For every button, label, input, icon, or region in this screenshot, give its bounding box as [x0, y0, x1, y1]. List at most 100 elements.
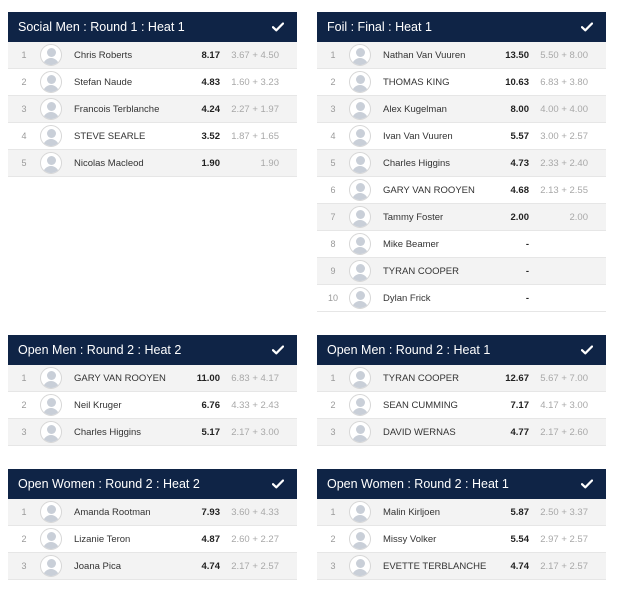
avatar-icon: [349, 501, 371, 523]
rank-number: 4: [21, 131, 27, 141]
wave-scores: 6.83 + 4.17: [231, 372, 279, 384]
result-row[interactable]: 6 GARY VAN ROOYEN 4.68 2.13 + 2.55: [317, 177, 606, 204]
athlete-name: EVETTE TERBLANCHE: [383, 560, 487, 572]
avatar-icon: [349, 367, 371, 389]
result-row[interactable]: 4 STEVE SEARLE 3.52 1.87 + 1.65: [8, 123, 297, 150]
rank-number: 3: [330, 561, 336, 571]
result-row[interactable]: 5 Charles Higgins 4.73 2.33 + 2.40: [317, 150, 606, 177]
avatar-icon: [40, 125, 62, 147]
result-row[interactable]: 1 TYRAN COOPER 12.67 5.67 + 7.00: [317, 365, 606, 392]
rank-number: 4: [330, 131, 336, 141]
athlete-name: Ivan Van Vuuren: [383, 130, 453, 142]
result-row[interactable]: 3 Alex Kugelman 8.00 4.00 + 4.00: [317, 96, 606, 123]
result-row[interactable]: 2 Neil Kruger 6.76 4.33 + 2.43: [8, 392, 297, 419]
total-score: 5.57: [510, 130, 530, 142]
athlete-name: DAVID WERNAS: [383, 426, 456, 438]
wave-scores: 2.50 + 3.37: [540, 506, 588, 518]
rank-number: 3: [330, 104, 336, 114]
heat-panel-header[interactable]: Social Men : Round 1 : Heat 1: [8, 12, 297, 42]
heat-title: Open Men : Round 2 : Heat 1: [327, 343, 491, 357]
avatar-icon: [349, 421, 371, 443]
result-row[interactable]: 2 Lizanie Teron 4.87 2.60 + 2.27: [8, 526, 297, 553]
check-icon: [271, 20, 285, 34]
total-score: 7.17: [510, 399, 530, 411]
rank-number: 1: [21, 373, 27, 383]
result-row[interactable]: 3 Joana Pica 4.74 2.17 + 2.57: [8, 553, 297, 580]
heat-panel: Open Men : Round 2 : Heat 2 1 GARY VAN ROO…: [8, 335, 297, 446]
rank-number: 1: [330, 507, 336, 517]
result-row[interactable]: 1 GARY VAN ROOYEN 11.00 6.83 + 4.17: [8, 365, 297, 392]
total-score: 6.76: [201, 399, 221, 411]
wave-scores: 1.87 + 1.65: [231, 130, 279, 142]
check-icon: [580, 20, 594, 34]
result-row[interactable]: 9 TYRAN COOPER -: [317, 258, 606, 285]
heat-panel-header[interactable]: Open Men : Round 2 : Heat 1: [317, 335, 606, 365]
avatar-icon: [349, 125, 371, 147]
result-row[interactable]: 3 EVETTE TERBLANCHE 4.74 2.17 + 2.57: [317, 553, 606, 580]
heat-panel-header[interactable]: Open Men : Round 2 : Heat 2: [8, 335, 297, 365]
result-row[interactable]: 1 Amanda Rootman 7.93 3.60 + 4.33: [8, 499, 297, 526]
rank-number: 2: [21, 400, 27, 410]
heat-panel: Open Women : Round 2 : Heat 1 1 Malin Kirl…: [317, 469, 606, 580]
result-row[interactable]: 2 THOMAS KING 10.63 6.83 + 3.80: [317, 69, 606, 96]
avatar-icon: [349, 44, 371, 66]
athlete-name: Joana Pica: [74, 560, 122, 572]
total-score: 2.00: [510, 211, 530, 223]
athlete-name: TYRAN COOPER: [383, 372, 460, 384]
total-score: 4.73: [510, 157, 530, 169]
result-row[interactable]: 1 Nathan Van Vuuren 13.50 5.50 + 8.00: [317, 42, 606, 69]
athlete-name: Nathan Van Vuuren: [383, 49, 466, 61]
avatar-icon: [349, 555, 371, 577]
heat-panel: Open Women : Round 2 : Heat 2 1 Amanda Roo…: [8, 469, 297, 580]
athlete-name: GARY VAN ROOYEN: [74, 372, 166, 384]
result-row[interactable]: 7 Tammy Foster 2.00 2.00: [317, 204, 606, 231]
result-row[interactable]: 4 Ivan Van Vuuren 5.57 3.00 + 2.57: [317, 123, 606, 150]
athlete-name: Charles Higgins: [383, 157, 451, 169]
total-score: 4.83: [201, 76, 221, 88]
result-row[interactable]: 8 Mike Beamer -: [317, 231, 606, 258]
avatar-icon: [349, 179, 371, 201]
wave-scores: 4.17 + 3.00: [540, 399, 588, 411]
rank-number: 2: [330, 534, 336, 544]
athlete-name: Amanda Rootman: [74, 506, 151, 518]
wave-scores: 2.33 + 2.40: [540, 157, 588, 169]
rank-number: 2: [21, 534, 27, 544]
total-score: 4.24: [201, 103, 221, 115]
wave-scores: 2.00: [569, 211, 589, 223]
wave-scores: 5.67 + 7.00: [540, 372, 588, 384]
rank-number: 8: [330, 239, 336, 249]
total-score: -: [525, 265, 529, 277]
result-row[interactable]: 3 Charles Higgins 5.17 2.17 + 3.00: [8, 419, 297, 446]
result-row[interactable]: 1 Malin Kirljoen 5.87 2.50 + 3.37: [317, 499, 606, 526]
result-row[interactable]: 3 DAVID WERNAS 4.77 2.17 + 2.60: [317, 419, 606, 446]
total-score: 1.90: [201, 157, 221, 169]
total-score: 5.17: [201, 426, 221, 438]
wave-scores: 2.97 + 2.57: [540, 533, 588, 545]
athlete-name: Alex Kugelman: [383, 103, 447, 115]
result-row[interactable]: 2 Stefan Naude 4.83 1.60 + 3.23: [8, 69, 297, 96]
check-icon: [580, 477, 594, 491]
rank-number: 2: [330, 77, 336, 87]
avatar-icon: [40, 367, 62, 389]
heat-panel-header[interactable]: Foil : Final : Heat 1: [317, 12, 606, 42]
avatar-icon: [349, 98, 371, 120]
athlete-name: SEAN CUMMING: [383, 399, 458, 411]
wave-scores: 4.33 + 2.43: [231, 399, 279, 411]
avatar-icon: [349, 287, 371, 309]
result-row[interactable]: 2 SEAN CUMMING 7.17 4.17 + 3.00: [317, 392, 606, 419]
heat-panel-header[interactable]: Open Women : Round 2 : Heat 2: [8, 469, 297, 499]
result-row[interactable]: 5 Nicolas Macleod 1.90 1.90: [8, 150, 297, 177]
heat-panel-header[interactable]: Open Women : Round 2 : Heat 1: [317, 469, 606, 499]
result-row[interactable]: 1 Chris Roberts 8.17 3.67 + 4.50: [8, 42, 297, 69]
total-score: 4.68: [510, 184, 530, 196]
avatar-icon: [349, 152, 371, 174]
result-row[interactable]: 10 Dylan Frick -: [317, 285, 606, 312]
avatar-icon: [40, 98, 62, 120]
result-row[interactable]: 3 Francois Terblanche 4.24 2.27 + 1.97: [8, 96, 297, 123]
heat-panel: Social Men : Round 1 : Heat 1 1 Chris Robe…: [8, 12, 297, 177]
result-row[interactable]: 2 Missy Volker 5.54 2.97 + 2.57: [317, 526, 606, 553]
wave-scores: 6.83 + 3.80: [540, 76, 588, 88]
rank-number: 10: [327, 293, 338, 303]
total-score: 3.52: [201, 130, 221, 142]
rank-number: 3: [21, 561, 27, 571]
